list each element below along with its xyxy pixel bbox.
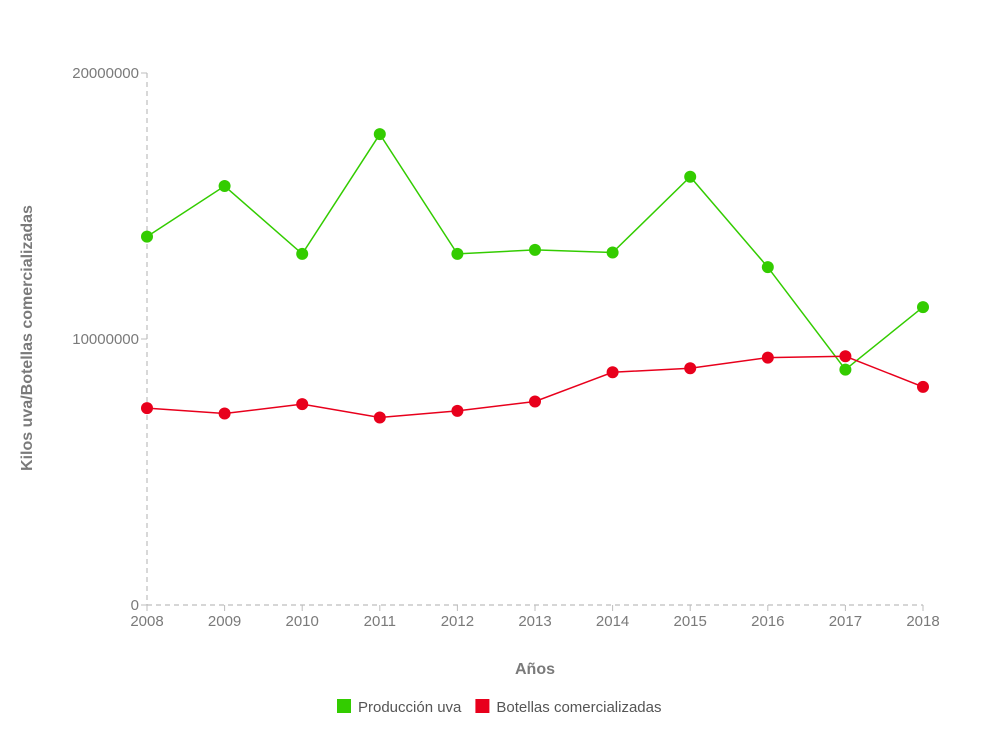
y-tick-label: 10000000 bbox=[72, 331, 139, 348]
legend-swatch bbox=[337, 699, 351, 713]
axes bbox=[146, 73, 923, 606]
x-tick-label: 2017 bbox=[829, 613, 862, 630]
data-point bbox=[218, 180, 231, 193]
data-point bbox=[296, 247, 309, 260]
x-tick-label: 2011 bbox=[364, 613, 396, 630]
data-point bbox=[761, 261, 774, 274]
x-tick-label: 2008 bbox=[130, 613, 163, 630]
y-axis-title: Kilos uva/Botellas comercializadas bbox=[19, 205, 36, 471]
data-point bbox=[529, 395, 541, 408]
y-tick-label: 20000000 bbox=[72, 65, 139, 82]
series-group bbox=[141, 128, 929, 424]
data-point bbox=[141, 230, 153, 243]
x-tick-label: 2013 bbox=[518, 613, 551, 630]
data-point bbox=[141, 402, 153, 415]
legend-label: Botellas comercializadas bbox=[496, 699, 661, 716]
data-point bbox=[373, 128, 386, 141]
series-line bbox=[146, 355, 924, 419]
x-axis-title: Años bbox=[515, 661, 555, 678]
series-2 bbox=[141, 350, 929, 424]
x-tick-label: 2010 bbox=[286, 613, 319, 630]
x-tick-label: 2012 bbox=[441, 613, 474, 630]
data-point bbox=[839, 363, 852, 376]
x-tick-label: 2016 bbox=[751, 613, 784, 630]
legend-label: Producción uva bbox=[358, 699, 462, 716]
data-point bbox=[296, 398, 309, 411]
y-tick-label: 0 bbox=[131, 597, 139, 614]
data-point bbox=[684, 170, 697, 183]
data-point bbox=[917, 301, 929, 314]
y-tick-labels: 0 10000000 20000000 bbox=[72, 65, 147, 614]
data-point bbox=[606, 246, 619, 259]
data-point bbox=[529, 243, 541, 256]
legend-swatch bbox=[475, 699, 490, 713]
data-point bbox=[218, 407, 231, 420]
data-point bbox=[373, 411, 386, 424]
x-tick-label: 2018 bbox=[906, 613, 939, 630]
x-tick-labels: 2008 2009 2010 2011 2012 2013 2014 2015 2016 2017… bbox=[130, 605, 940, 630]
data-point bbox=[451, 404, 464, 417]
x-tick-label: 2009 bbox=[208, 613, 241, 630]
legend: Producción uva Botellas comercializadas bbox=[337, 699, 661, 716]
x-tick-label: 2015 bbox=[674, 613, 707, 630]
data-point bbox=[917, 380, 929, 393]
legend-item: Botellas comercializadas bbox=[475, 699, 661, 716]
data-point bbox=[761, 351, 774, 364]
data-point bbox=[451, 247, 464, 260]
data-point bbox=[606, 366, 619, 379]
x-tick-label: 2014 bbox=[596, 613, 629, 630]
data-point bbox=[684, 362, 697, 375]
data-point bbox=[839, 350, 852, 363]
legend-item: Producción uva bbox=[337, 699, 462, 716]
series-1 bbox=[141, 128, 929, 376]
